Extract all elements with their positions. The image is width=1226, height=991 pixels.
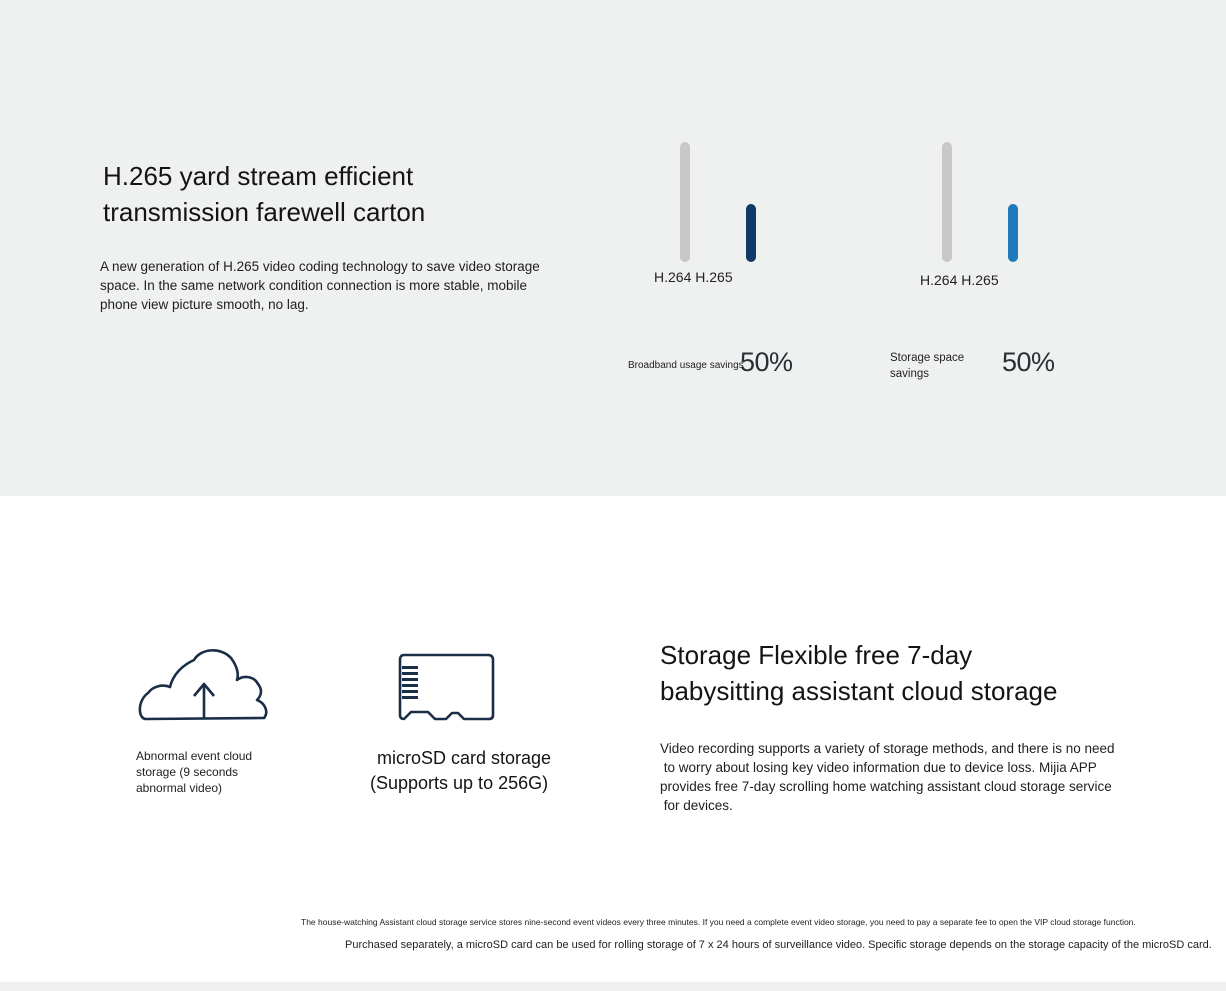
cloud-upload-icon xyxy=(136,646,270,724)
storage-description: Video recording supports a variety of st… xyxy=(660,739,1180,815)
sd-label-line2: (Supports up to 256G) xyxy=(370,773,549,793)
h265-desc-line2: space. In the same network condition con… xyxy=(100,278,527,293)
storage-label-h264: H.264 xyxy=(920,272,958,288)
h265-desc-line3: phone view picture smooth, no lag. xyxy=(100,297,309,312)
broadband-savings-value: 50% xyxy=(740,347,793,377)
broadband-bar-h265 xyxy=(746,204,756,262)
microsd-storage-label: microSD card storage (Supports up to 256… xyxy=(370,746,590,796)
storage-bar-h265 xyxy=(1008,204,1018,262)
cloud-label-line2: storage (9 seconds xyxy=(136,765,239,779)
storage-label-h265: H.265 xyxy=(961,272,999,288)
h265-title-line1: H.265 yard stream efficient xyxy=(103,161,414,191)
storage-chart: H.264 H.265 Storage space savings 50% xyxy=(880,130,1120,400)
cloud-storage-label: Abnormal event cloud storage (9 seconds … xyxy=(136,748,296,796)
h265-heading: H.265 yard stream efficient transmission… xyxy=(103,158,583,230)
storage-desc-line4: for devices. xyxy=(660,798,733,813)
footnote-microsd: Purchased separately, a microSD card can… xyxy=(345,939,1212,951)
broadband-label-h264: H.264 xyxy=(654,269,692,285)
cloud-label-line1: Abnormal event cloud xyxy=(136,749,253,763)
h265-desc-line1: A new generation of H.265 video coding t… xyxy=(100,259,540,274)
storage-title-line2: babysitting assistant cloud storage xyxy=(660,676,1058,706)
storage-savings-label: Storage space savings xyxy=(890,350,964,382)
storage-savings-value: 50% xyxy=(1002,347,1055,377)
storage-desc-line1: Video recording supports a variety of st… xyxy=(660,741,1115,756)
storage-desc-line2: to worry about losing key video informat… xyxy=(660,760,1097,775)
footnote-cloud: The house-watching Assistant cloud stora… xyxy=(301,917,1136,927)
h265-description: A new generation of H.265 video coding t… xyxy=(100,257,570,314)
sd-label-line1: microSD card storage xyxy=(377,748,552,768)
microsd-card-icon xyxy=(397,652,497,722)
storage-heading: Storage Flexible free 7-day babysitting … xyxy=(660,637,1180,709)
storage-savings-label-line2: savings xyxy=(890,368,929,380)
h265-section xyxy=(0,0,1226,496)
storage-savings-label-line1: Storage space xyxy=(890,352,965,364)
broadband-chart: H.264 H.265 Broadband usage savings 50% xyxy=(600,130,840,400)
storage-desc-line3: provides free 7-day scrolling home watch… xyxy=(660,779,1112,794)
storage-title-line1: Storage Flexible free 7-day xyxy=(660,640,973,670)
broadband-savings-label: Broadband usage savings xyxy=(628,360,744,371)
broadband-codec-labels: H.264 H.265 xyxy=(654,269,733,285)
bottom-divider xyxy=(0,982,1226,991)
broadband-bar-h264 xyxy=(680,142,690,262)
cloud-label-line3: abnormal video) xyxy=(136,781,223,795)
h265-title-line2: transmission farewell carton xyxy=(103,197,426,227)
storage-bar-h264 xyxy=(942,142,952,262)
storage-codec-labels: H.264 H.265 xyxy=(920,272,999,288)
broadband-label-h265: H.265 xyxy=(695,269,733,285)
